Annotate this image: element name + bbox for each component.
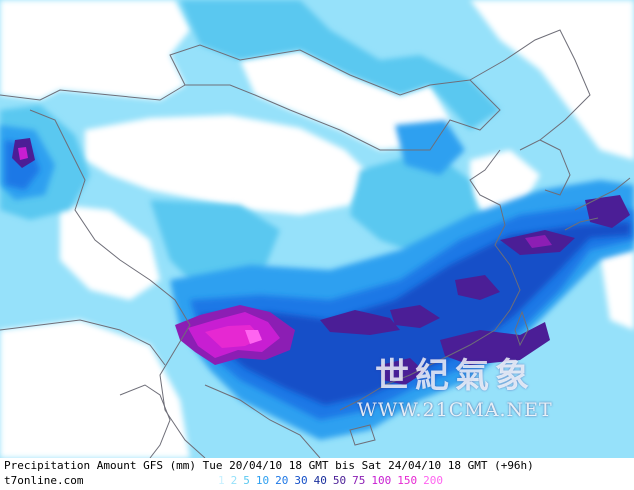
dry-zone-north-west: [0, 0, 190, 100]
legend-value: 10: [255, 474, 270, 487]
border-west: [29, 109, 206, 458]
legend-value: 100: [371, 474, 392, 487]
dry-zone-north-east: [470, 0, 634, 160]
dry-zones: [0, 0, 634, 458]
legend-value: 50: [332, 474, 347, 487]
cell-south: [380, 358, 425, 385]
border-kazakhstan: [0, 84, 186, 101]
legend-value: 30: [294, 474, 308, 487]
legend-value: 200: [423, 474, 443, 487]
site-credit: t7online.com: [4, 474, 84, 487]
border-indochina: [204, 384, 321, 458]
coastline-bay-of-bengal: [119, 384, 171, 458]
cell-east-core: [525, 235, 552, 248]
precipitation-legend: 1 2 5 10 20 30 40 50 75 100 150 200: [218, 474, 449, 487]
borders: [0, 29, 631, 458]
zone-north-band: [180, 0, 500, 130]
legend-value: 5: [243, 474, 250, 487]
extreme-cells: [18, 147, 552, 365]
border-mongolia: [169, 44, 501, 151]
coastline-china: [339, 149, 521, 411]
cell-lower-yangtze: [455, 275, 500, 300]
cell-yangtze: [320, 310, 400, 335]
zone-north-patch: [395, 120, 465, 175]
dry-zone-tarim: [85, 115, 370, 215]
cell-west-core: [18, 147, 28, 160]
cell-central: [390, 305, 440, 328]
dry-zone-pacific: [600, 250, 634, 330]
coastline-japan: [564, 177, 631, 231]
legend-value: 75: [352, 474, 366, 487]
legend-value: 2: [230, 474, 238, 487]
map-footer: Precipitation Amount GFS (mm) Tue 20/04/…: [0, 458, 634, 490]
cell-japan: [585, 195, 630, 228]
border-north-east: [469, 29, 591, 151]
very-heavy-cells: [12, 138, 630, 385]
cell-south-east: [440, 322, 550, 365]
legend-value: 150: [397, 474, 418, 487]
cell-yunnan-peak: [245, 330, 262, 344]
precipitation-map: [0, 0, 634, 458]
border-korea: [539, 139, 571, 196]
dry-zone-india: [0, 320, 190, 458]
legend-value: 1: [218, 474, 225, 487]
legend-value: 20: [275, 474, 289, 487]
border-india: [0, 319, 166, 366]
coastline-hainan: [349, 424, 376, 446]
legend-value: 40: [313, 474, 327, 487]
map-title: Precipitation Amount GFS (mm) Tue 20/04/…: [4, 459, 534, 472]
coastline-taiwan: [514, 310, 529, 347]
